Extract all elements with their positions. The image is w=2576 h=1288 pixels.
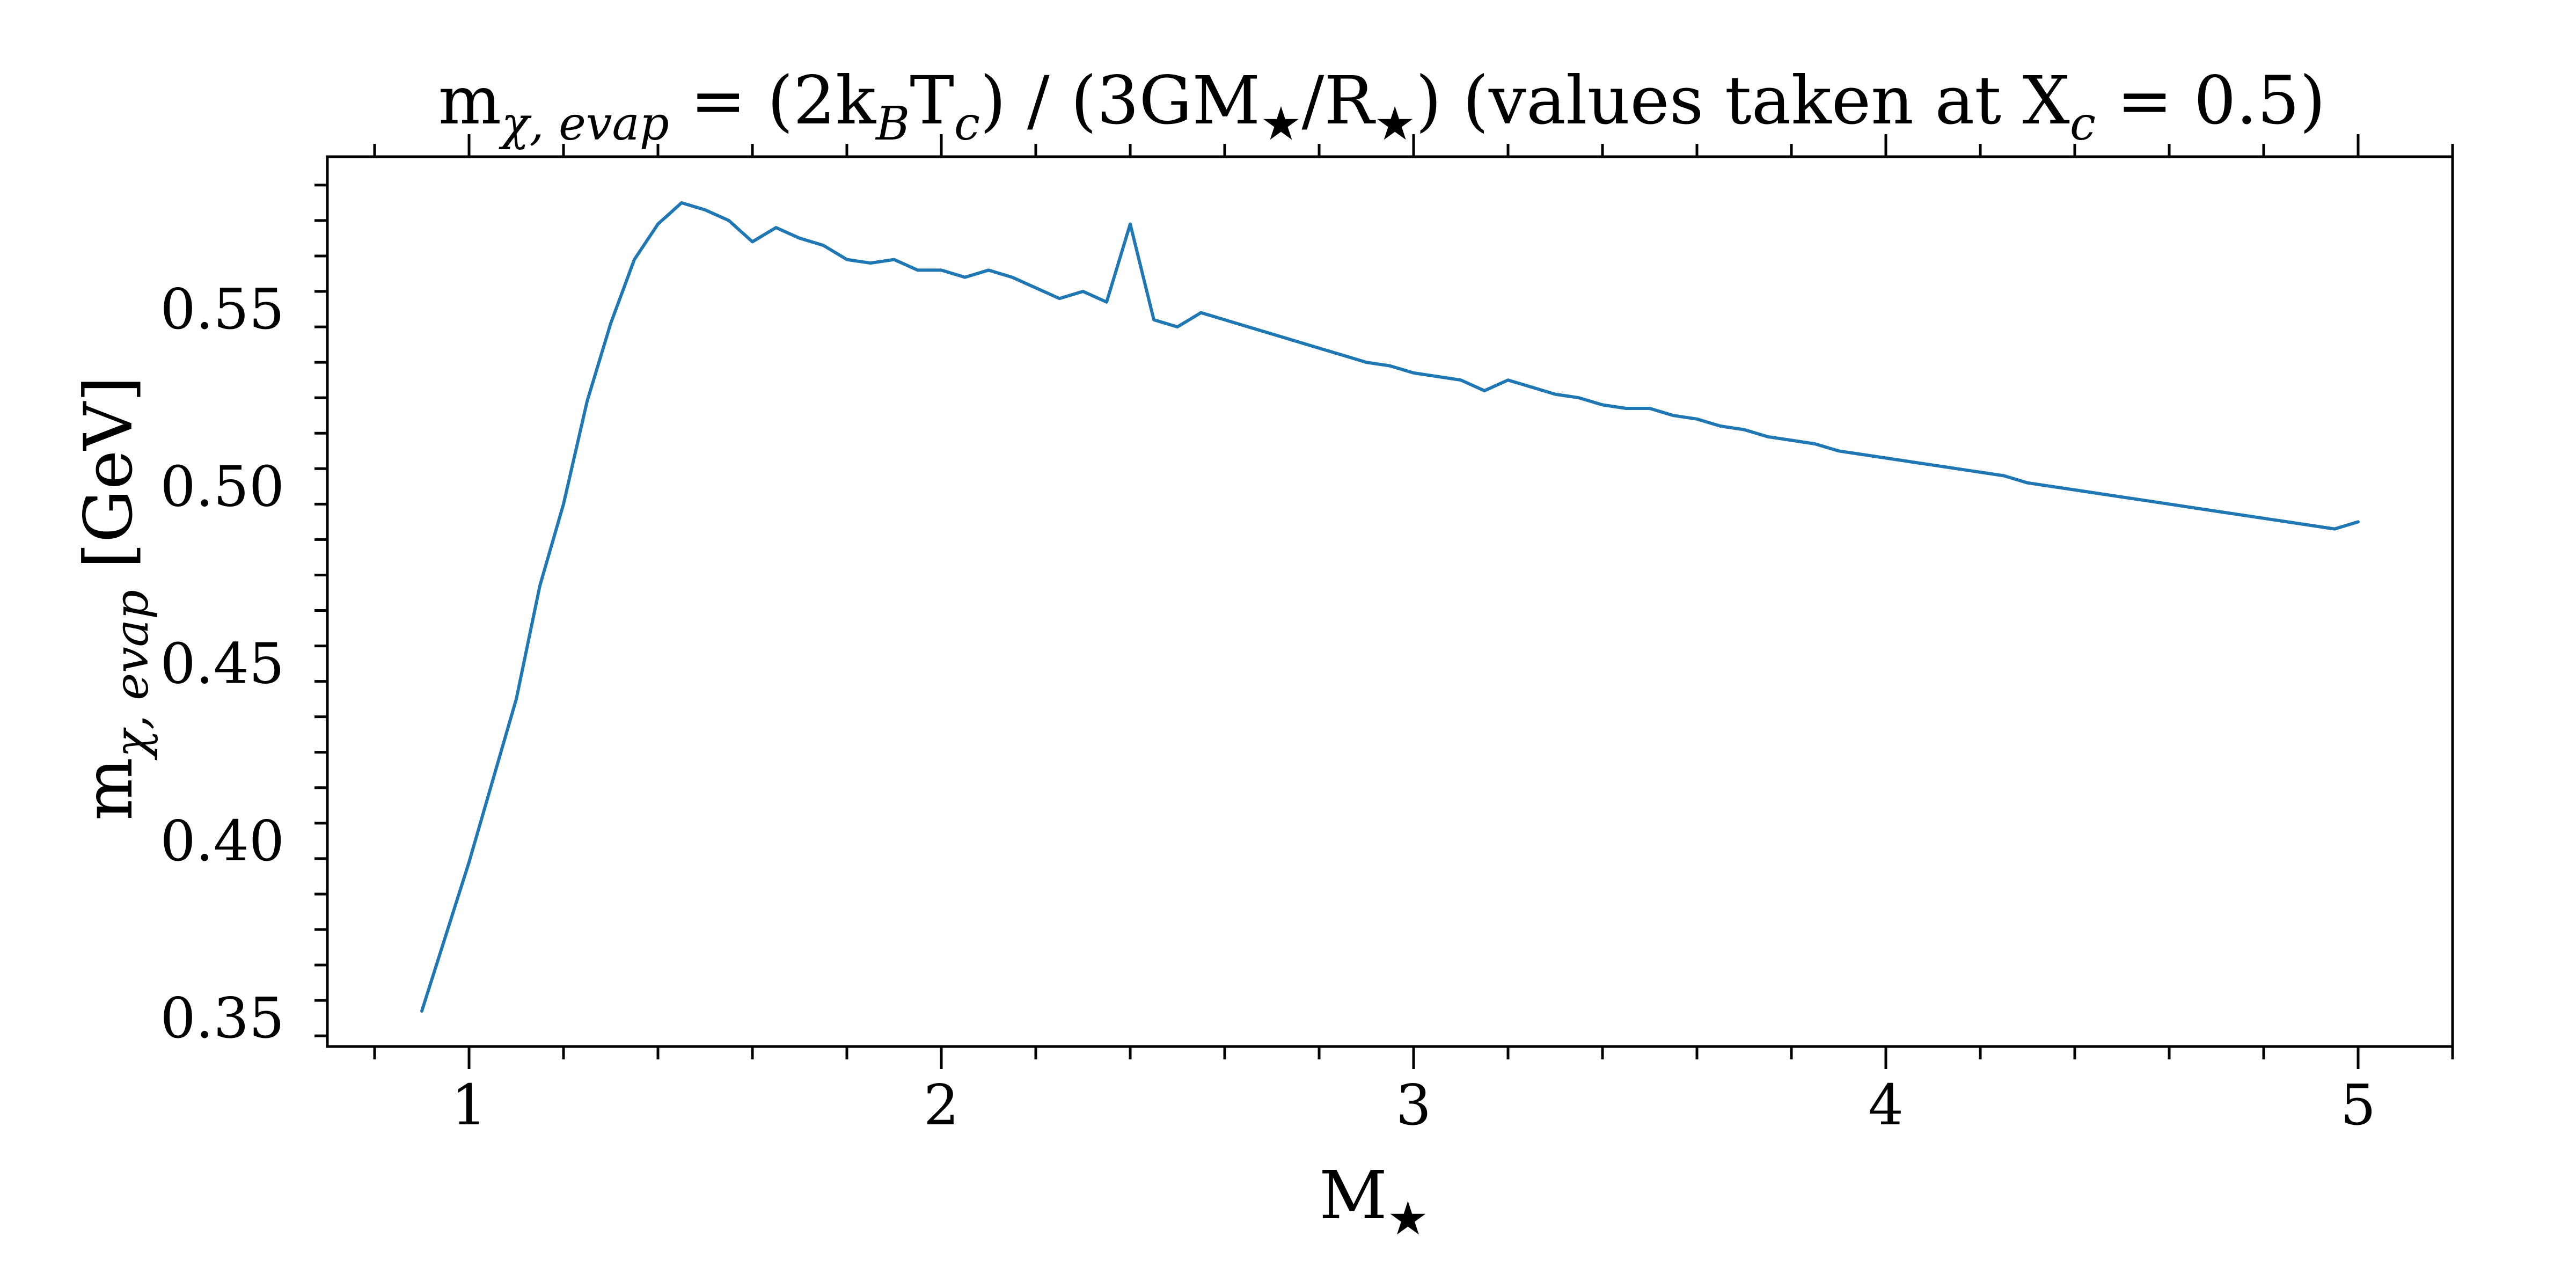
y-axis-ticks: 0.35 0.40 0.45 0.50 0.55	[160, 184, 327, 1051]
x-tick-label: 4	[1868, 1072, 1904, 1138]
x-tick-label: 1	[451, 1072, 487, 1138]
x-tick-label: 2	[924, 1072, 959, 1138]
y-tick-label: 0.35	[160, 985, 284, 1051]
x-axis-label: M★	[1319, 1157, 1429, 1246]
chart-title: mχ, evap = (2kBTc) / (3GM★/R★) (values t…	[438, 62, 2326, 151]
plot-area	[326, 155, 2454, 1048]
y-tick-label: 0.40	[160, 808, 284, 874]
series-line	[420, 201, 2360, 1013]
plot-frame	[326, 155, 2454, 1048]
x-tick-label: 3	[1396, 1072, 1431, 1138]
x-axis-ticks: 1 2 3 4 5	[373, 134, 2454, 1138]
y-axis-label: mχ, evap [GeV]	[70, 376, 159, 821]
y-tick-label: 0.45	[160, 631, 284, 697]
x-tick-label: 5	[2340, 1072, 2376, 1138]
y-tick-label: 0.55	[160, 276, 284, 342]
y-tick-label: 0.50	[160, 453, 284, 519]
